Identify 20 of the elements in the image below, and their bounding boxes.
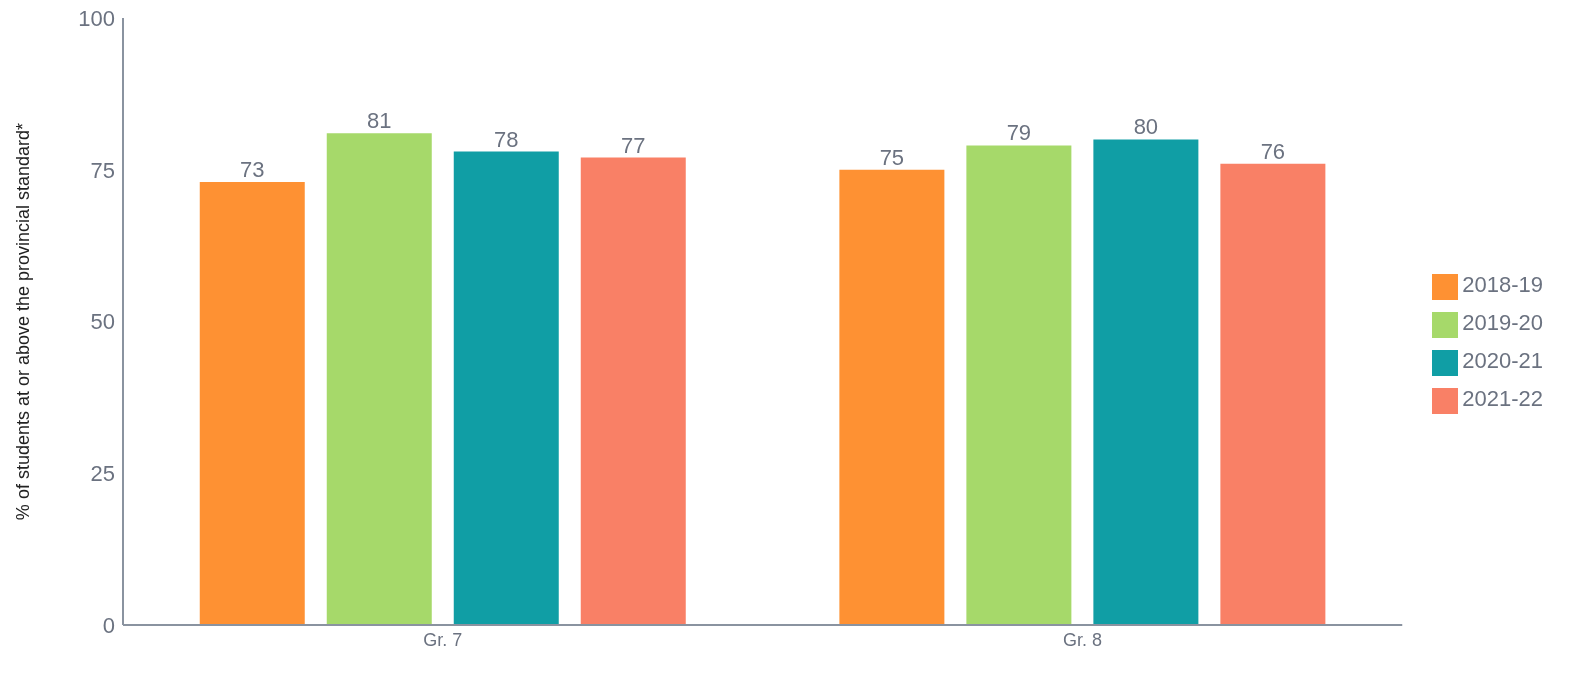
legend-label: 2019-20 (1462, 309, 1543, 335)
y-tick-label: 100 (78, 5, 115, 31)
data-label: 73 (240, 156, 265, 182)
data-label: 78 (494, 126, 519, 152)
legend-label: 2018-19 (1462, 271, 1543, 297)
x-tick-label: Gr. 7 (423, 629, 463, 650)
y-tick-label: 0 (102, 612, 115, 638)
data-label: 80 (1133, 114, 1159, 140)
y-tick-label: 75 (90, 157, 115, 183)
legend-label: 2020-21 (1462, 347, 1543, 373)
data-label: 81 (367, 108, 392, 134)
data-label: 76 (1260, 138, 1286, 164)
y-tick-label: 50 (90, 309, 115, 335)
y-axis-title: % of students at or above the provincial standard* (13, 122, 34, 521)
y-tick-label: 25 (90, 461, 115, 487)
x-tick-label: Gr. 8 (1062, 629, 1102, 650)
data-label: 77 (621, 132, 646, 158)
data-label: 75 (879, 144, 905, 170)
data-label: 79 (1006, 120, 1032, 146)
legend-label: 2021-22 (1462, 385, 1543, 411)
